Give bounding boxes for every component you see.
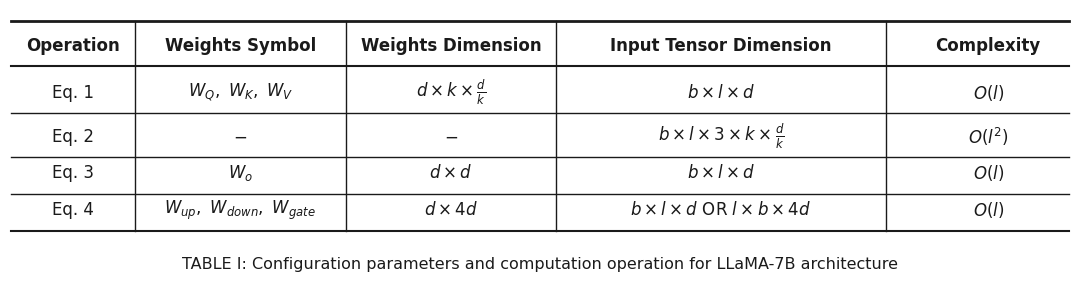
- Text: $d \times 4d$: $d \times 4d$: [423, 201, 478, 219]
- Text: $b \times l \times d$: $b \times l \times d$: [687, 83, 755, 102]
- Text: Operation: Operation: [26, 36, 120, 55]
- Text: Weights Symbol: Weights Symbol: [164, 36, 316, 55]
- Text: Eq. 3: Eq. 3: [52, 164, 94, 183]
- Text: $O(l)$: $O(l)$: [973, 83, 1003, 103]
- Text: $d \times k \times \frac{d}{k}$: $d \times k \times \frac{d}{k}$: [416, 78, 486, 107]
- Text: Weights Dimension: Weights Dimension: [361, 36, 541, 55]
- Text: $O(l)$: $O(l)$: [973, 200, 1003, 220]
- Text: $b \times l \times d\ \mathrm{OR}\ l \times b \times 4d$: $b \times l \times d\ \mathrm{OR}\ l \ti…: [631, 201, 811, 219]
- Text: $W_{up},\ W_{down},\ W_{gate}$: $W_{up},\ W_{down},\ W_{gate}$: [164, 199, 316, 222]
- Text: $b \times l \times d$: $b \times l \times d$: [687, 164, 755, 183]
- Text: $W_o$: $W_o$: [228, 163, 253, 183]
- Text: $b \times l \times 3 \times k \times \frac{d}{k}$: $b \times l \times 3 \times k \times \fr…: [658, 122, 784, 151]
- Text: Input Tensor Dimension: Input Tensor Dimension: [610, 36, 832, 55]
- Text: Eq. 1: Eq. 1: [52, 83, 94, 102]
- Text: $O(l^2)$: $O(l^2)$: [968, 126, 1009, 148]
- Text: $d \times d$: $d \times d$: [429, 164, 473, 183]
- Text: Eq. 4: Eq. 4: [52, 201, 94, 219]
- Text: $O(l)$: $O(l)$: [973, 163, 1003, 183]
- Text: $-$: $-$: [233, 128, 247, 146]
- Text: TABLE I: Configuration parameters and computation operation for LLaMA-7B archite: TABLE I: Configuration parameters and co…: [183, 257, 897, 272]
- Text: $-$: $-$: [444, 128, 458, 146]
- Text: Complexity: Complexity: [935, 36, 1041, 55]
- Text: $W_Q,\ W_K,\ W_V$: $W_Q,\ W_K,\ W_V$: [188, 82, 293, 103]
- Text: Eq. 2: Eq. 2: [52, 128, 94, 146]
